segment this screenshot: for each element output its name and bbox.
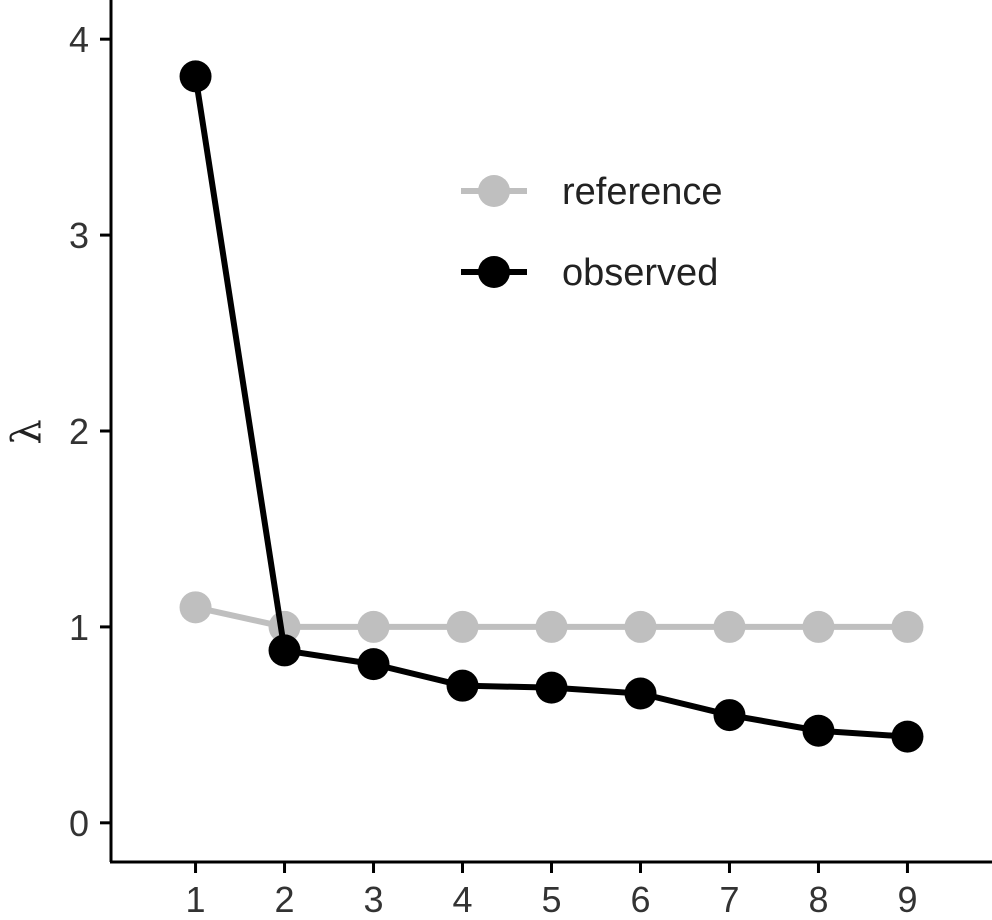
legend-label: observed bbox=[562, 252, 718, 294]
y-tick-label: 3 bbox=[69, 215, 89, 256]
observed-point bbox=[268, 634, 301, 667]
y-tick-label: 0 bbox=[69, 803, 89, 844]
axis-ticks: 0 1 2 3 4 1 2 3 4 5 6 7 8 9 bbox=[69, 19, 918, 920]
observed-point bbox=[179, 60, 212, 93]
legend-label: reference bbox=[562, 171, 723, 213]
legend: reference observed bbox=[461, 171, 723, 294]
x-tick-label: 6 bbox=[630, 879, 650, 920]
legend-key-point bbox=[478, 256, 510, 288]
legend-key-point bbox=[478, 175, 510, 207]
x-tick-label: 4 bbox=[452, 879, 472, 920]
reference-point bbox=[446, 610, 479, 643]
x-tick-label: 2 bbox=[275, 879, 295, 920]
reference-point bbox=[179, 591, 212, 624]
observed-point bbox=[446, 669, 479, 702]
reference-point bbox=[891, 610, 924, 643]
observed-point bbox=[357, 648, 390, 681]
y-tick-label: 4 bbox=[69, 19, 89, 60]
y-axis-title: λ bbox=[4, 419, 50, 444]
reference-point bbox=[713, 610, 746, 643]
x-tick-label: 3 bbox=[364, 879, 384, 920]
y-tick-label: 2 bbox=[69, 411, 89, 452]
y-tick-label: 1 bbox=[69, 607, 89, 648]
x-tick-label: 7 bbox=[719, 879, 739, 920]
reference-point bbox=[535, 610, 568, 643]
observed-point bbox=[713, 699, 746, 732]
x-tick-label: 1 bbox=[186, 879, 206, 920]
reference-point bbox=[624, 610, 657, 643]
x-tick-label: 9 bbox=[897, 879, 917, 920]
reference-point bbox=[802, 610, 835, 643]
observed-point bbox=[802, 714, 835, 747]
reference-point bbox=[357, 610, 390, 643]
x-tick-label: 8 bbox=[808, 879, 828, 920]
observed-point bbox=[891, 720, 924, 753]
observed-point bbox=[624, 677, 657, 710]
observed-point bbox=[535, 671, 568, 704]
plot-series bbox=[179, 60, 924, 753]
x-tick-label: 5 bbox=[541, 879, 561, 920]
reference-point bbox=[268, 610, 301, 643]
